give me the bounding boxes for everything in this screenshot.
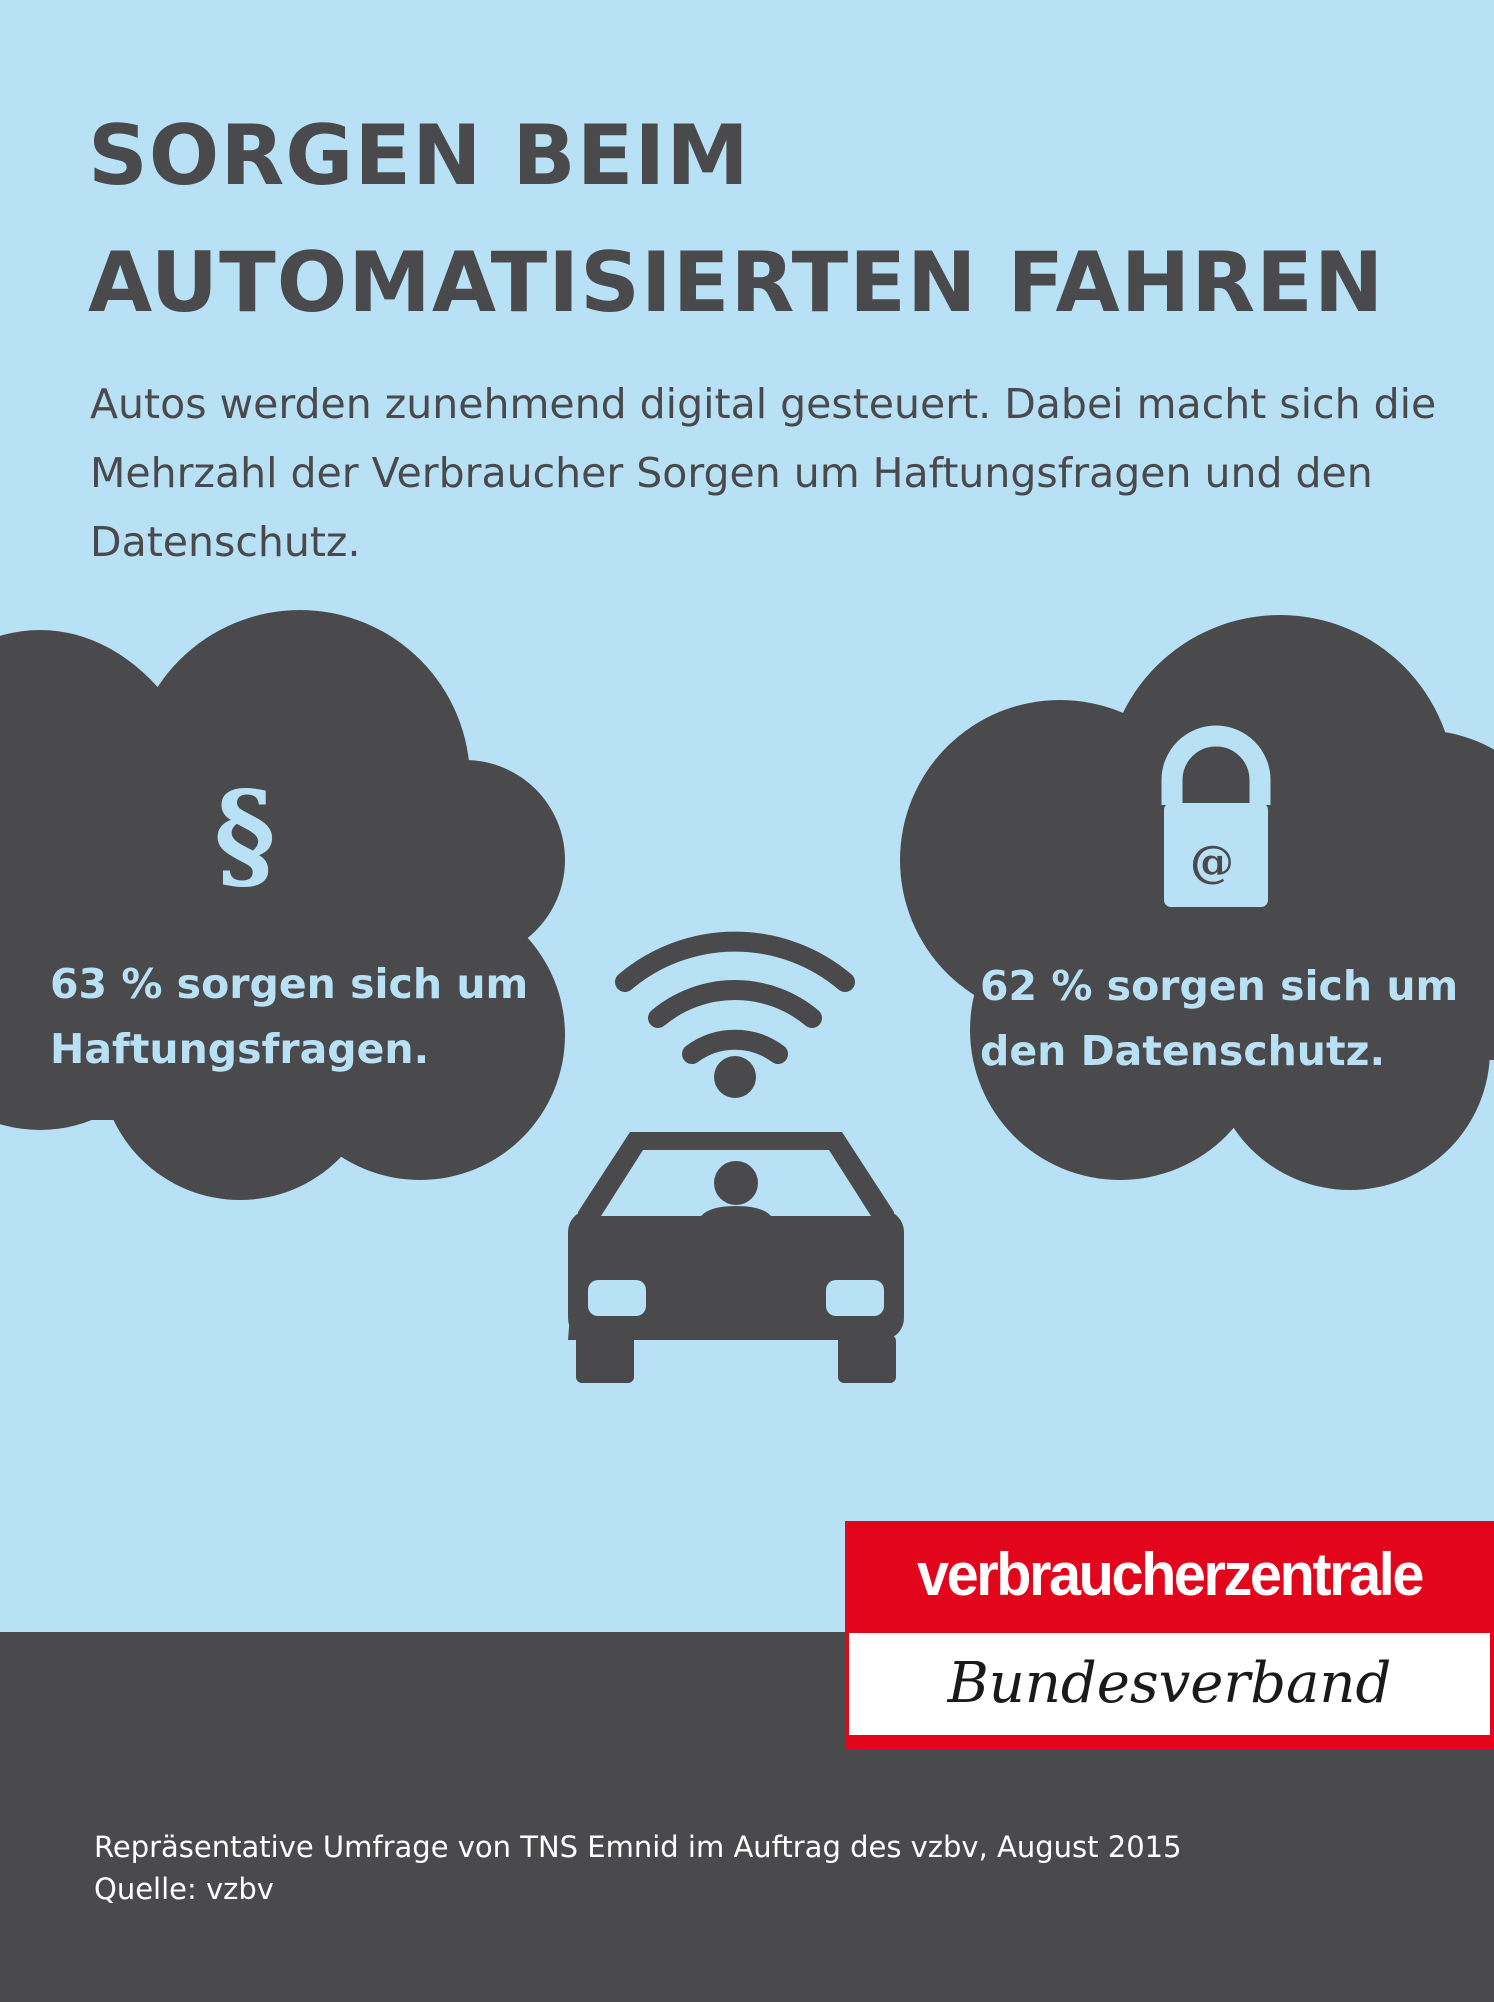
title-line-1: SORGEN BEIM xyxy=(88,107,750,204)
stat-privacy: 62 % sorgen sich um den Datenschutz. xyxy=(980,954,1458,1084)
paragraph-section-icon: § xyxy=(214,765,276,904)
padlock-at-icon xyxy=(1161,725,1271,907)
intro-text: Autos werden zunehmend digital gesteuert… xyxy=(90,380,1437,566)
wifi-signal-icon xyxy=(615,931,855,1064)
stat-liability: 63 % sorgen sich um Haftungsfragen. xyxy=(50,952,528,1082)
page-title: SORGEN BEIM AUTOMATISIERTEN FAHREN xyxy=(88,92,1448,346)
logo-sub-text: Bundesverband xyxy=(849,1633,1490,1735)
stat-privacy-line-1: 62 % sorgen sich um xyxy=(980,962,1459,1010)
wifi-dot xyxy=(714,1056,756,1098)
stat-privacy-line-2: den Datenschutz. xyxy=(980,1027,1386,1075)
survey-note: Repräsentative Umfrage von TNS Emnid im … xyxy=(94,1830,1182,1864)
logo-brand-text: verbraucherzentrale xyxy=(916,1541,1424,1608)
left-cloud xyxy=(0,610,565,1200)
stat-liability-line-1: 63 % sorgen sich um xyxy=(50,960,529,1008)
right-cloud xyxy=(900,615,1494,1190)
vzbv-logo: verbraucherzentrale Bundesverband xyxy=(845,1521,1494,1749)
source-credit: Quelle: vzbv xyxy=(94,1872,274,1906)
at-sign-icon: @ xyxy=(1190,837,1234,888)
car-with-driver-icon xyxy=(568,1132,904,1383)
title-line-2: AUTOMATISIERTEN FAHREN xyxy=(88,234,1385,331)
stat-liability-line-2: Haftungsfragen. xyxy=(50,1025,430,1073)
source-note: Repräsentative Umfrage von TNS Emnid im … xyxy=(94,1826,1182,1910)
